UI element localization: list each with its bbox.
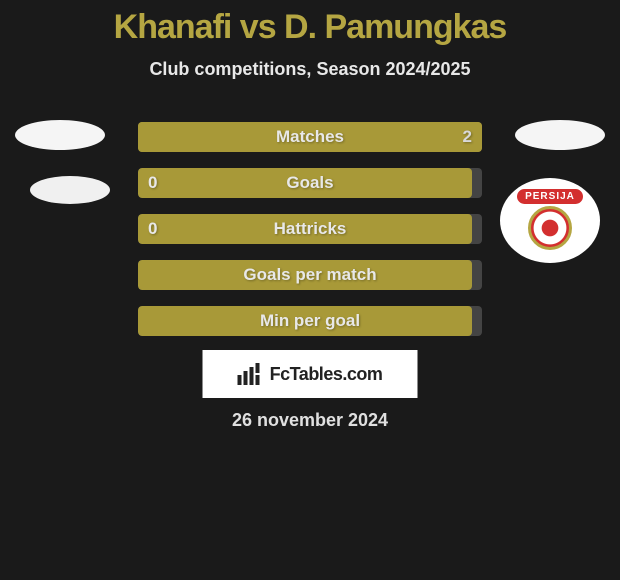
stat-row-hattricks: 0 Hattricks [138,214,482,244]
stat-row-goals: 0 Goals [138,168,482,198]
page-title: Khanafi vs D. Pamungkas [0,0,620,47]
stat-label: Min per goal [260,311,360,331]
player2-logo-top [515,120,605,150]
player2-club-badge: PERSIJA [500,178,600,263]
stat-label: Hattricks [274,219,347,239]
chart-icon [238,363,264,385]
date-text: 26 november 2024 [232,410,388,431]
stat-row-mpg: Min per goal [138,306,482,336]
badge-label: PERSIJA [517,189,583,204]
branding-box: FcTables.com [203,350,418,398]
stat-left-value: 0 [148,173,157,193]
branding-text: FcTables.com [270,364,383,385]
player1-logo-top [15,120,105,150]
player1-logo-bottom [30,176,110,204]
stat-left-value: 0 [148,219,157,239]
badge-emblem [528,206,572,250]
stat-label: Goals [286,173,333,193]
stats-area: Matches 2 0 Goals 0 Hattricks Goals per … [138,122,482,352]
stat-right-value: 2 [463,127,472,147]
page-subtitle: Club competitions, Season 2024/2025 [0,59,620,80]
comparison-card: Khanafi vs D. Pamungkas Club competition… [0,0,620,580]
stat-row-gpm: Goals per match [138,260,482,290]
stat-row-matches: Matches 2 [138,122,482,152]
stat-label: Goals per match [243,265,376,285]
stat-label: Matches [276,127,344,147]
